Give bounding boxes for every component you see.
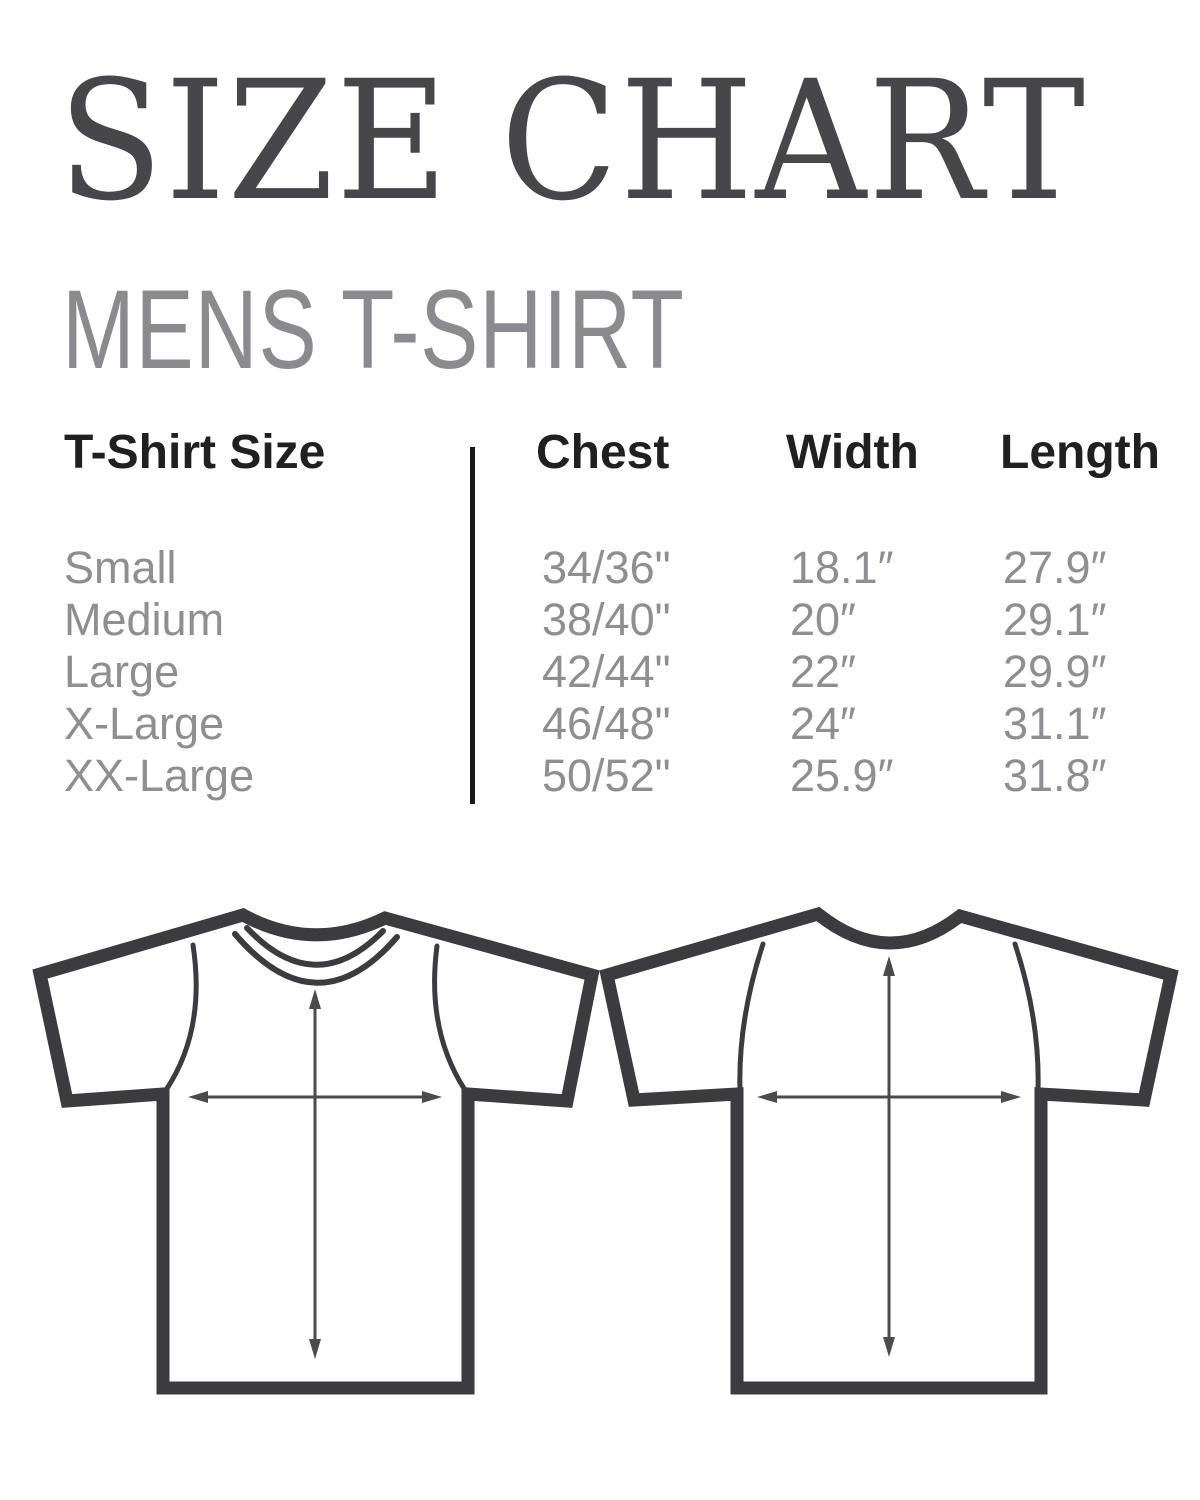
cell-length: 29.1″ (1003, 594, 1107, 645)
collar-inner-arc (244, 925, 386, 968)
cell-length: 27.9″ (1003, 542, 1107, 593)
cell-size: Medium (64, 594, 225, 645)
collar-outer-arc (232, 931, 400, 986)
page-title: SIZE CHART (58, 45, 1088, 237)
column-header-size: T-Shirt Size (64, 426, 326, 479)
cell-length: 31.8″ (1003, 750, 1107, 801)
table-divider (470, 447, 475, 804)
size-column: Small Medium Large X-Large XX-Large (64, 542, 254, 802)
column-header-length: Length (1000, 426, 1160, 479)
cell-chest: 46/48" (542, 698, 671, 749)
cell-width: 25.9″ (790, 750, 894, 801)
back-width-arrow (757, 1091, 1021, 1103)
chest-column: 34/36" 38/40" 42/44" 46/48" 50/52" (542, 542, 671, 802)
cell-size: Large (64, 646, 180, 697)
cell-size: XX-Large (64, 750, 255, 801)
cell-width: 22″ (790, 646, 856, 697)
back-length-arrow (883, 956, 895, 1357)
tshirt-diagrams (32, 906, 1179, 1395)
page-subtitle: MENS T-SHIRT (62, 267, 685, 392)
back-right-sleeve-seam (1012, 941, 1041, 1093)
front-length-arrow (309, 989, 321, 1359)
column-header-chest: Chest (536, 426, 670, 479)
cell-size: Small (64, 542, 177, 593)
width-column: 18.1″ 20″ 22″ 24″ 25.9″ (790, 542, 894, 802)
length-column: 27.9″ 29.1″ 29.9″ 31.1″ 31.8″ (1003, 542, 1107, 802)
cell-chest: 50/52" (542, 750, 671, 801)
tshirt-front-diagram (32, 908, 600, 1395)
cell-chest: 42/44" (542, 646, 671, 697)
cell-length: 29.9″ (1003, 646, 1107, 697)
cell-width: 24″ (790, 698, 856, 749)
cell-width: 20″ (790, 594, 856, 645)
cell-width: 18.1″ (790, 542, 894, 593)
cell-chest: 34/36" (542, 542, 671, 593)
cell-size: X-Large (64, 698, 225, 749)
front-right-sleeve-seam (432, 943, 468, 1093)
front-width-arrow (188, 1091, 442, 1103)
column-header-width: Width (786, 426, 919, 479)
cell-length: 31.1″ (1003, 698, 1107, 749)
cell-chest: 38/40" (542, 594, 671, 645)
back-left-sleeve-seam (737, 941, 766, 1093)
tshirt-back-diagram (599, 906, 1179, 1395)
front-left-sleeve-seam (163, 942, 199, 1093)
